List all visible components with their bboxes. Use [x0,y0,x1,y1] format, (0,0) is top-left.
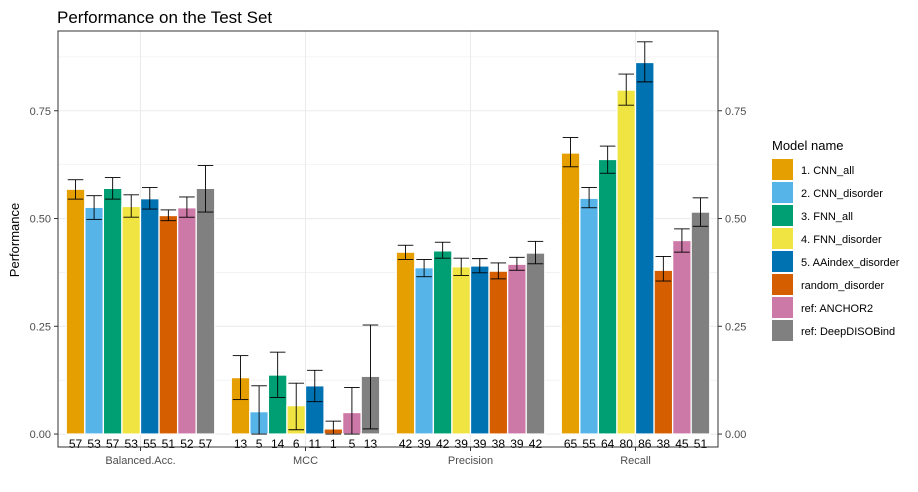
data-label: 65 [564,437,578,451]
legend-entry: 4. FNN_disorder [801,234,882,246]
legend-entry: ref: DeepDISOBind [801,326,895,338]
bar [102,187,123,435]
y-tick-label-right: 0.50 [725,214,746,226]
bar [121,205,142,435]
bar [506,263,527,435]
legend-entry: 5. AAindex_disorder [801,257,900,269]
data-label: 14 [271,437,285,451]
bar [84,206,105,435]
bar [139,198,160,435]
legend-entry: 3. FNN_all [801,211,853,223]
bar [432,250,453,435]
data-label: 55 [143,437,157,451]
panel-border [57,30,719,448]
chart-title: Performance on the Test Set [57,8,272,27]
data-label: 11 [309,437,322,451]
x-tick-label: Recall [620,455,651,467]
bar [395,251,416,435]
data-label: 55 [582,437,596,451]
data-label: 53 [125,437,139,451]
legend-swatch [772,251,793,272]
data-label: 39 [455,437,469,451]
data-label: 13 [364,437,378,451]
data-label: 80 [620,437,634,451]
y-tick-label-right: 0.25 [725,321,746,333]
bar [616,89,637,435]
data-label: 39 [417,437,431,451]
legend-swatch [772,159,793,180]
legend-entry: 2. CNN_disorder [801,188,883,200]
bar [195,187,216,435]
data-label: 39 [510,437,524,451]
bar [597,158,618,435]
data-label: 5 [256,437,263,451]
y-tick-label-left: 0.75 [30,106,51,118]
data-label: 57 [69,437,83,451]
x-tick-label: Precision [448,455,493,467]
legend-swatch [772,182,793,203]
bar [579,197,600,435]
data-label: 86 [638,437,652,451]
data-label: 13 [234,437,248,451]
data-label: 51 [162,437,176,451]
data-label: 57 [106,437,120,451]
bar [158,214,179,435]
legend-swatch [772,205,793,226]
legend: Model name 1. CNN_all 2. CNN_disorder 3. FN… [772,138,900,341]
data-label: 51 [694,437,708,451]
data-label: 45 [675,437,689,451]
bar [65,188,86,435]
bar [653,269,674,435]
legend-entry: random_disorder [801,280,884,292]
data-label: 57 [199,437,213,451]
legend-entry: 1. CNN_all [801,165,854,177]
legend-swatch [772,320,793,341]
bar [560,152,581,435]
bar [690,211,711,435]
data-label: 39 [473,437,487,451]
bar [451,266,472,435]
legend-entry: ref: ANCHOR2 [801,303,873,315]
legend-swatch [772,297,793,318]
bar [634,61,655,435]
y-tick-label-left: 0.25 [30,321,51,333]
data-label: 38 [657,437,671,451]
data-label: 42 [436,437,450,451]
y-tick-label-right: 0.00 [725,429,746,441]
bar [176,207,197,435]
data-label: 64 [601,437,615,451]
x-tick-label: Balanced.Acc. [105,455,175,467]
x-tick-label: MCC [293,455,318,467]
data-label: 5 [349,437,356,451]
data-label: 42 [529,437,543,451]
legend-title: Model name [772,138,844,153]
y-tick-label-left: 0.00 [30,429,51,441]
data-label: 6 [293,437,300,451]
bar [469,265,490,435]
bar [488,270,509,435]
legend-swatch [772,274,793,295]
data-label: 38 [492,437,506,451]
bar [671,239,692,435]
data-label: 53 [87,437,101,451]
y-tick-label-left: 0.50 [30,214,51,226]
y-tick-label-right: 0.75 [725,106,746,118]
data-label: 42 [399,437,413,451]
y-axis-title: Performance [7,203,22,277]
data-label: 1 [330,437,337,451]
bar [414,267,435,435]
data-label: 52 [180,437,194,451]
bar [525,252,546,435]
legend-swatch [772,228,793,249]
